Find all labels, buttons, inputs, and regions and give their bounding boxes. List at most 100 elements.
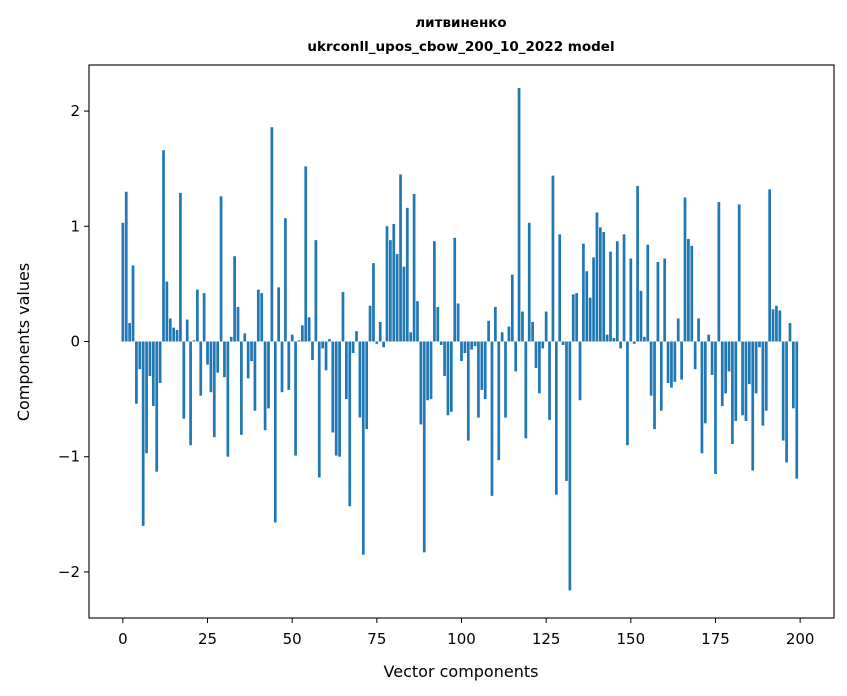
bar-33 — [233, 256, 236, 342]
bar-132 — [568, 341, 572, 591]
bar-164 — [676, 318, 680, 342]
bar-58 — [317, 341, 321, 478]
bar-87 — [416, 301, 419, 342]
bar-133 — [571, 294, 575, 342]
bar-94 — [439, 341, 443, 345]
bar-40 — [256, 289, 260, 342]
bar-143 — [605, 334, 609, 342]
bar-7 — [145, 341, 148, 454]
bar-79 — [389, 240, 392, 342]
bar-188 — [758, 341, 761, 348]
bar-68 — [351, 341, 355, 354]
bar-82 — [399, 174, 402, 342]
bar-126 — [548, 341, 551, 420]
bar-159 — [659, 341, 663, 411]
bar-85 — [409, 332, 413, 342]
bar-142 — [602, 232, 606, 342]
bar-13 — [165, 281, 169, 342]
bar-66 — [345, 341, 348, 400]
x-tick-label: 75 — [367, 630, 386, 648]
bar-103 — [470, 341, 474, 350]
x-tick-label: 100 — [447, 630, 476, 648]
bar-57 — [314, 240, 318, 342]
bar-54 — [304, 166, 308, 342]
chart-title-line2: ukrconll_upos_cbow_200_10_2022 model — [307, 39, 614, 55]
bar-77 — [382, 341, 385, 348]
y-axis-label: Components values — [14, 263, 33, 421]
bar-124 — [541, 341, 545, 349]
bar-158 — [656, 262, 660, 342]
bar-173 — [707, 334, 711, 342]
bar-121 — [531, 321, 534, 342]
bar-32 — [229, 336, 233, 342]
bar-155 — [646, 244, 650, 342]
bar-144 — [609, 251, 612, 342]
bar-20 — [189, 341, 192, 446]
x-tick-label: 175 — [701, 630, 730, 648]
bar-6 — [141, 341, 145, 526]
bar-61 — [328, 339, 331, 342]
bar-42 — [263, 341, 267, 431]
bar-89 — [422, 341, 426, 553]
bar-175 — [714, 341, 717, 474]
bar-151 — [632, 341, 636, 344]
bar-135 — [578, 341, 582, 401]
bar-28 — [216, 341, 220, 373]
bar-141 — [598, 227, 602, 342]
bar-52 — [297, 340, 301, 342]
bar-104 — [473, 341, 477, 347]
bar-105 — [477, 341, 480, 418]
bar-181 — [734, 341, 738, 421]
bar-19 — [185, 319, 189, 342]
bar-116 — [514, 341, 518, 372]
bar-35 — [240, 341, 243, 435]
bar-75 — [375, 341, 379, 344]
bar-76 — [378, 321, 382, 342]
bar-48 — [284, 218, 287, 342]
bar-199 — [795, 341, 799, 479]
bar-160 — [663, 258, 667, 342]
bar-117 — [517, 88, 521, 342]
bar-108 — [487, 320, 490, 342]
bar-106 — [480, 341, 484, 390]
bar-5 — [138, 341, 142, 370]
bar-123 — [538, 341, 541, 394]
bar-198 — [792, 341, 795, 409]
x-tick-label: 150 — [616, 630, 645, 648]
y-axis-ticks: −2 −1 0 1 2 — [58, 102, 89, 581]
bar-4 — [135, 341, 138, 404]
bar-97 — [449, 341, 453, 412]
bar-14 — [168, 318, 172, 342]
bar-111 — [497, 341, 501, 461]
bar-177 — [720, 341, 724, 407]
bar-152 — [636, 185, 639, 342]
bar-156 — [649, 341, 653, 396]
bar-140 — [595, 212, 599, 342]
bar-170 — [697, 318, 700, 342]
bar-0 — [121, 222, 125, 342]
bar-125 — [544, 311, 548, 342]
bar-176 — [717, 202, 721, 342]
bar-15 — [172, 327, 176, 342]
bar-187 — [754, 341, 758, 394]
bar-136 — [582, 243, 585, 342]
bar-180 — [731, 341, 734, 445]
bar-86 — [412, 194, 416, 342]
bar-196 — [785, 341, 788, 463]
bar-43 — [267, 341, 270, 409]
bar-166 — [683, 197, 687, 342]
bar-72 — [365, 341, 369, 430]
x-tick-label: 25 — [198, 630, 217, 648]
bar-98 — [453, 237, 457, 342]
bar-147 — [619, 341, 623, 349]
bar-60 — [324, 341, 328, 371]
y-tick-label: 2 — [70, 102, 80, 120]
bar-46 — [277, 287, 280, 342]
bar-184 — [744, 341, 748, 421]
bar-190 — [764, 341, 768, 411]
bar-22 — [196, 289, 199, 342]
bar-9 — [151, 341, 155, 407]
bar-31 — [226, 341, 230, 457]
bar-153 — [639, 290, 643, 342]
